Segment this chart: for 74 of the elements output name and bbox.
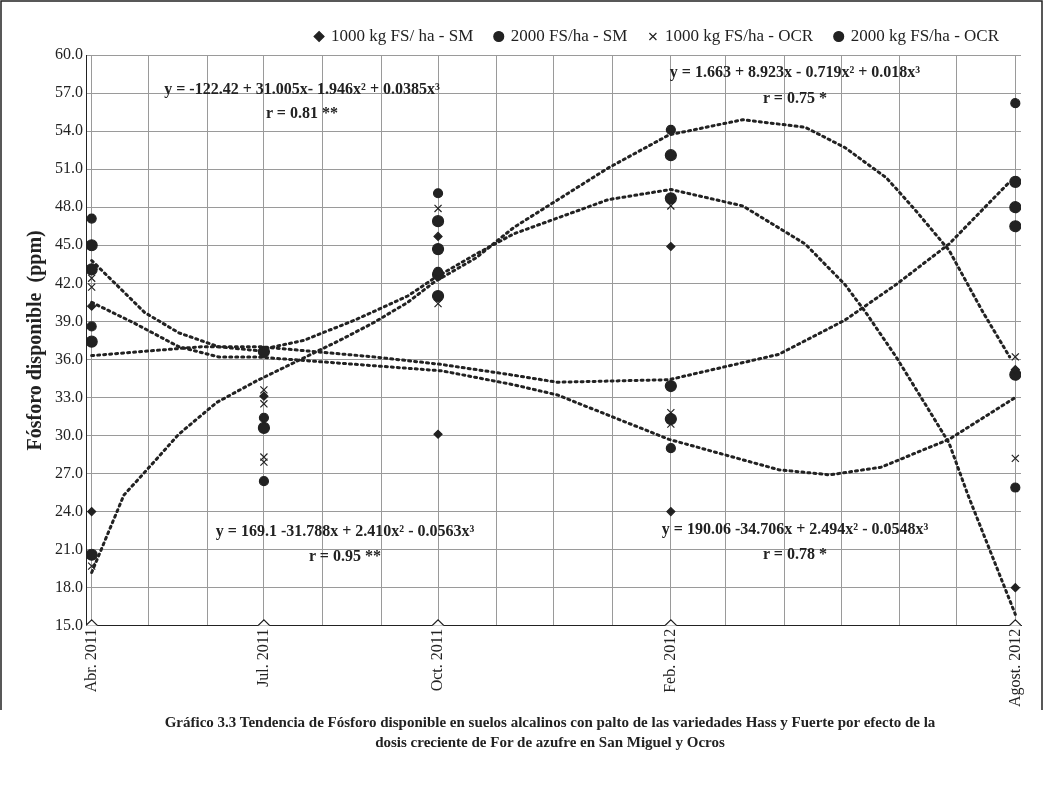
point [86, 335, 98, 348]
point [433, 429, 443, 439]
point [433, 231, 443, 241]
annotation: r = 0.81 ** [266, 104, 338, 122]
x-tick-label: Agost. 2012 [1005, 628, 1024, 708]
x-tick-label: Oct. 2011 [428, 628, 446, 692]
point [433, 299, 443, 308]
y-tick-label: 51.0 [55, 159, 83, 177]
y-tick-label: 45.0 [55, 235, 83, 253]
point [259, 391, 269, 401]
x-tick-label: Jul. 2011 [254, 628, 272, 687]
point [87, 562, 96, 571]
point [1011, 454, 1020, 463]
point [86, 263, 98, 276]
point [1010, 98, 1021, 109]
annotation: y = 190.06 -34.706x + 2.494x² - 0.0548x³ [661, 520, 929, 539]
point [1011, 352, 1020, 362]
point [86, 239, 98, 252]
point [86, 213, 97, 224]
point [664, 149, 677, 162]
annotation: r = 0.78 * [763, 545, 827, 563]
y-tick-label: 21.0 [55, 539, 83, 557]
y-tick-label: 39.0 [55, 311, 83, 329]
point [665, 124, 676, 135]
y-tick-label: 15.0 [55, 615, 83, 633]
point [259, 385, 269, 394]
point [1010, 482, 1021, 493]
point [431, 289, 445, 303]
point [257, 421, 271, 435]
annotation: y = 1.663 + 8.923x - 0.719x² + 0.018x³ [669, 63, 921, 82]
annotation: r = 0.95 ** [309, 547, 381, 565]
y-tick-label: 24.0 [55, 501, 83, 519]
y-tick-label: 18.0 [55, 577, 83, 595]
legend-label: 1000 kg FS/ha - OCR [664, 25, 814, 45]
y-tick-label: 48.0 [55, 197, 83, 215]
y-tick-label: 60.0 [55, 45, 83, 63]
point [257, 345, 271, 358]
point [87, 507, 97, 517]
annotation: y = 169.1 -31.788x + 2.410x² - 0.0563x³ [215, 522, 475, 541]
point [259, 399, 269, 408]
y-tick-label: 33.0 [55, 387, 83, 405]
legend-label: 1000 kg FS/ ha - SM [331, 25, 474, 45]
point [666, 241, 676, 252]
point [1009, 175, 1021, 188]
text: Gráfico 3.3 Tendencia de Fósforo disponible en suelos alcalinos con palto de las variedades Hass y Fuerte por efecto de la dosis creciente de For de azufre en San Miguel y Ocros [163, 713, 937, 752]
point [1009, 201, 1021, 214]
point [432, 188, 444, 199]
annotation: r = 0.75 * [763, 89, 827, 107]
point [1009, 220, 1021, 233]
y-tick-label: 30.0 [55, 425, 83, 443]
point [665, 443, 676, 454]
point [664, 379, 677, 393]
y-tick-label: 27.0 [55, 463, 83, 481]
point [666, 507, 676, 517]
point [431, 215, 445, 228]
point [1010, 583, 1020, 593]
point [87, 301, 97, 311]
annotation: y = -122.42 + 31.005x- 1.946x² + 0.0385x³ [164, 80, 440, 99]
y-tick-label: 57.0 [55, 83, 83, 101]
y-tick-label: 54.0 [55, 121, 83, 139]
point [258, 412, 270, 423]
y-tick-label: 36.0 [55, 349, 83, 367]
point [86, 548, 98, 561]
point [433, 204, 443, 213]
x-tick-label: Feb. 2012 [661, 628, 679, 693]
point [431, 242, 445, 256]
y-axis-title: Fósforo disponible (ppm) [23, 230, 47, 451]
legend-label: 2000 kg FS/ha - OCR [850, 25, 1000, 45]
x-tick-label: Abr. 2011 [81, 628, 99, 693]
legend-label: 2000 FS/ha - SM [510, 25, 628, 45]
point [664, 192, 677, 205]
y-tick-label: 42.0 [55, 273, 83, 291]
point [86, 321, 97, 332]
point [258, 476, 270, 487]
